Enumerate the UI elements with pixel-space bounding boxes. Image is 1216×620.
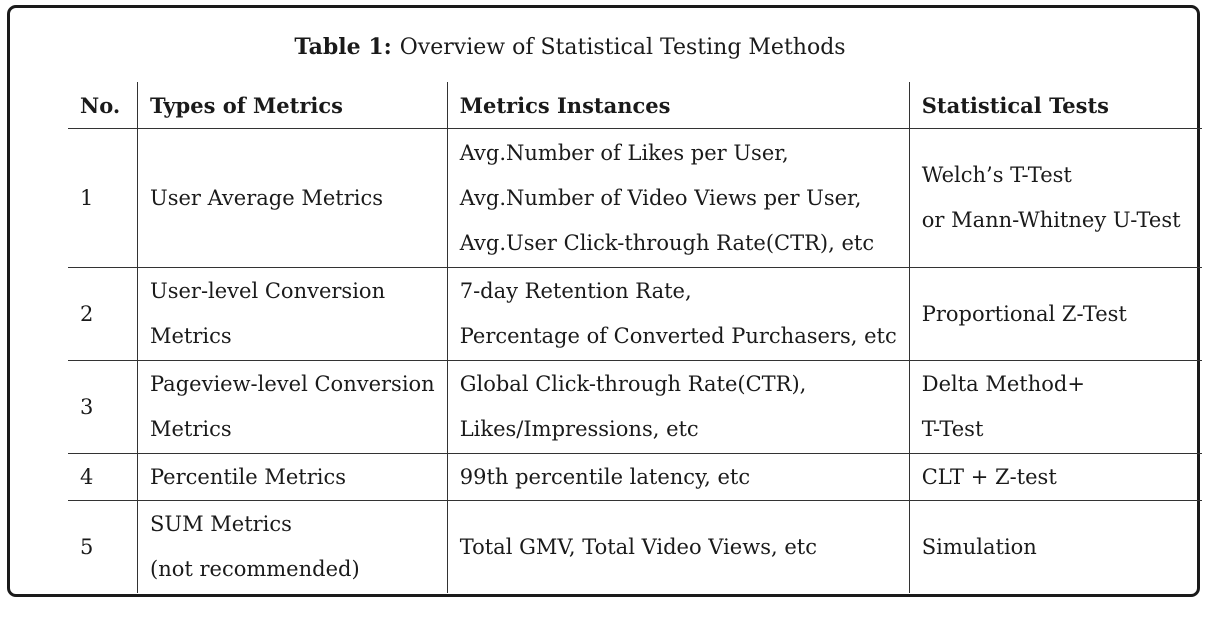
row-instances: 99th percentile latency, etc bbox=[446, 453, 910, 501]
header-type: Types of Metrics bbox=[137, 82, 448, 129]
type-line: SUM Metrics bbox=[150, 512, 292, 536]
type-line: (not recommended) bbox=[150, 557, 360, 581]
row-type: User-level Conversion Metrics bbox=[137, 267, 448, 361]
row-instances: 7-day Retention Rate, Percentage of Conv… bbox=[446, 267, 910, 361]
table-row: 2 User-level Conversion Metrics 7-day Re… bbox=[68, 267, 1202, 361]
type-line: User Average Metrics bbox=[150, 185, 383, 210]
row-instances: Global Click-through Rate(CTR), Likes/Im… bbox=[446, 360, 910, 454]
instance-line: Percentage of Converted Purchasers, etc bbox=[459, 324, 897, 348]
header-instances: Metrics Instances bbox=[446, 82, 910, 129]
type-line: Percentile Metrics bbox=[150, 464, 347, 489]
row-no: 2 bbox=[68, 267, 138, 361]
table-row: 5 SUM Metrics (not recommended) Total GM… bbox=[68, 500, 1202, 593]
header-tests: Statistical Tests bbox=[908, 82, 1202, 129]
test-line: or Mann-Whitney U-Test bbox=[921, 208, 1181, 232]
instance-line: Likes/Impressions, etc bbox=[459, 417, 699, 441]
instance-line: Global Click-through Rate(CTR), bbox=[459, 372, 807, 396]
row-no: 4 bbox=[68, 453, 138, 501]
row-no: 1 bbox=[68, 128, 138, 268]
test-line: Welch’s T-Test bbox=[921, 163, 1072, 187]
caption-label: Table 1: bbox=[294, 34, 392, 60]
row-type: Percentile Metrics bbox=[137, 453, 448, 501]
table-row: 1 User Average Metrics Avg.Number of Lik… bbox=[68, 128, 1202, 268]
row-type: User Average Metrics bbox=[137, 128, 448, 268]
type-line: Metrics bbox=[150, 417, 232, 441]
row-type: SUM Metrics (not recommended) bbox=[137, 500, 448, 593]
statistical-methods-table: No. Types of Metrics Metrics Instances S… bbox=[68, 82, 1202, 593]
type-line: Pageview-level Conversion bbox=[150, 372, 435, 396]
caption-title: Overview of Statistical Testing Methods bbox=[399, 35, 846, 60]
table-caption: Table 1: Overview of Statistical Testing … bbox=[10, 34, 1130, 60]
row-no: 5 bbox=[80, 534, 94, 559]
table-row: 4 Percentile Metrics 99th percentile lat… bbox=[68, 453, 1202, 501]
row-tests: Delta Method+ T-Test bbox=[908, 360, 1202, 454]
test-line: Proportional Z-Test bbox=[921, 301, 1127, 326]
test-line: CLT + Z-test bbox=[921, 464, 1057, 489]
instance-line: Total GMV, Total Video Views, etc bbox=[459, 534, 817, 559]
type-line: User-level Conversion bbox=[150, 279, 386, 303]
test-line: Simulation bbox=[921, 534, 1037, 559]
type-line: Metrics bbox=[150, 324, 232, 348]
row-instances: Total GMV, Total Video Views, etc bbox=[446, 500, 910, 593]
header-no: No. bbox=[68, 82, 138, 129]
instance-line: Avg.Number of Video Views per User, bbox=[459, 185, 862, 210]
row-instances: Avg.Number of Likes per User, Avg.Number… bbox=[446, 128, 910, 268]
row-type: Pageview-level Conversion Metrics bbox=[137, 360, 448, 454]
table-row: 3 Pageview-level Conversion Metrics Glob… bbox=[68, 360, 1202, 454]
header-row: No. Types of Metrics Metrics Instances S… bbox=[68, 82, 1202, 129]
row-tests: CLT + Z-test bbox=[908, 453, 1202, 501]
row-tests: Proportional Z-Test bbox=[908, 267, 1202, 361]
row-tests: Welch’s T-Test or Mann-Whitney U-Test bbox=[908, 128, 1202, 268]
instance-line: 7-day Retention Rate, bbox=[459, 279, 692, 303]
instance-line: Avg.Number of Likes per User, bbox=[459, 140, 789, 165]
row-no: 3 bbox=[68, 360, 138, 454]
instance-line: 99th percentile latency, etc bbox=[459, 464, 751, 489]
test-line: T-Test bbox=[921, 417, 984, 441]
test-line: Delta Method+ bbox=[921, 372, 1085, 396]
row-tests: Simulation bbox=[908, 500, 1202, 593]
instance-line: Avg.User Click-through Rate(CTR), etc bbox=[459, 230, 875, 255]
